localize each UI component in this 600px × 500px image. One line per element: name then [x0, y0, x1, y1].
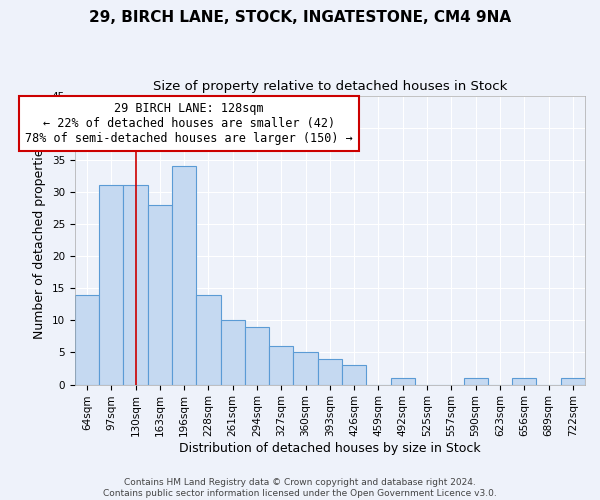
Bar — [293, 352, 318, 384]
Text: 29 BIRCH LANE: 128sqm
← 22% of detached houses are smaller (42)
78% of semi-deta: 29 BIRCH LANE: 128sqm ← 22% of detached … — [25, 102, 353, 145]
Bar — [269, 346, 293, 385]
Bar — [561, 378, 585, 384]
Bar — [512, 378, 536, 384]
Bar — [221, 320, 245, 384]
X-axis label: Distribution of detached houses by size in Stock: Distribution of detached houses by size … — [179, 442, 481, 455]
Bar — [245, 327, 269, 384]
Text: Contains HM Land Registry data © Crown copyright and database right 2024.
Contai: Contains HM Land Registry data © Crown c… — [103, 478, 497, 498]
Bar — [464, 378, 488, 384]
Bar — [124, 186, 148, 384]
Bar — [99, 186, 124, 384]
Bar — [172, 166, 196, 384]
Bar — [196, 294, 221, 384]
Bar — [391, 378, 415, 384]
Bar — [318, 359, 342, 384]
Bar — [148, 204, 172, 384]
Bar — [342, 366, 367, 384]
Bar — [75, 294, 99, 384]
Title: Size of property relative to detached houses in Stock: Size of property relative to detached ho… — [153, 80, 507, 93]
Text: 29, BIRCH LANE, STOCK, INGATESTONE, CM4 9NA: 29, BIRCH LANE, STOCK, INGATESTONE, CM4 … — [89, 10, 511, 25]
Y-axis label: Number of detached properties: Number of detached properties — [33, 142, 46, 338]
